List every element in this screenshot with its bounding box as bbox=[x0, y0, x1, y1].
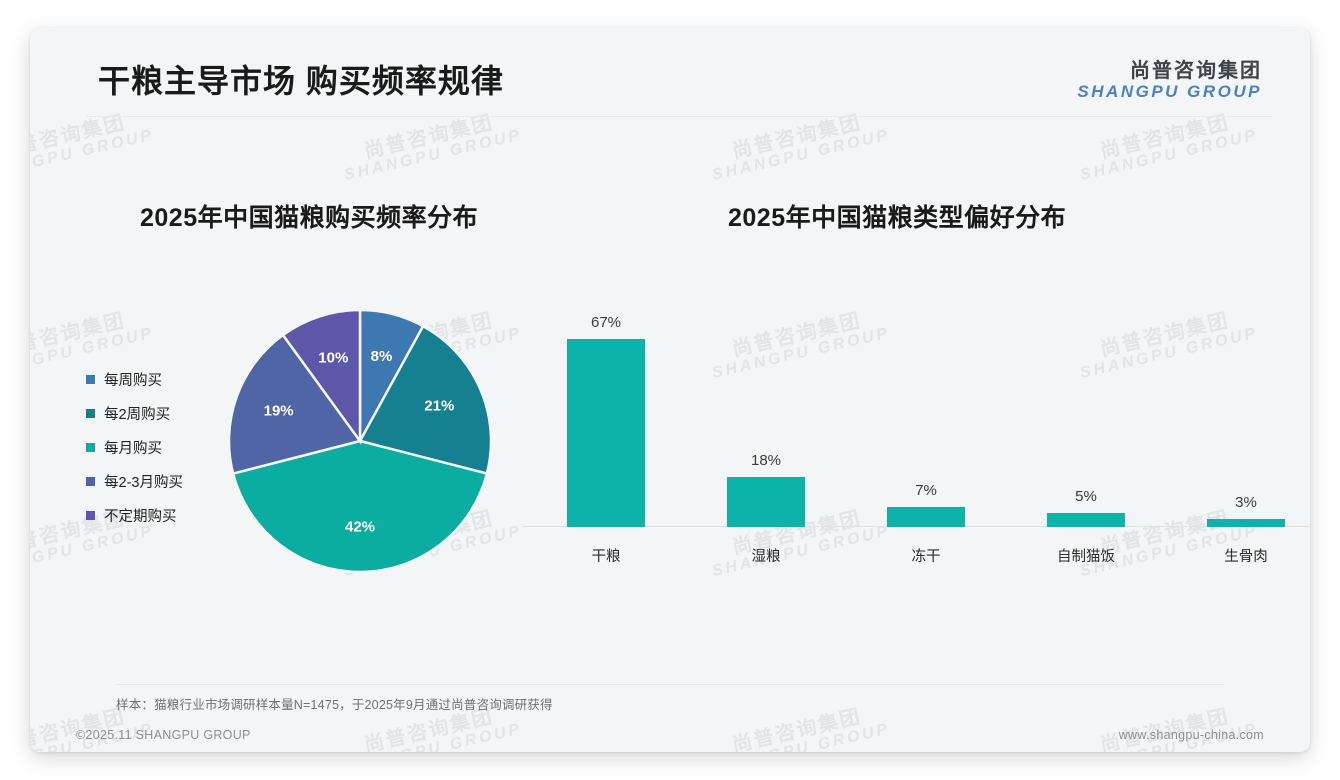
legend-item[interactable]: 每月购买 bbox=[86, 430, 183, 464]
legend-item[interactable]: 不定期购买 bbox=[86, 498, 183, 532]
footnote-divider bbox=[116, 684, 1224, 685]
title-divider bbox=[86, 116, 1272, 117]
legend-swatch-icon bbox=[86, 476, 95, 486]
page-title: 干粮主导市场 购买频率规律 bbox=[98, 63, 504, 99]
pie-slice-label: 10% bbox=[318, 350, 348, 367]
pie-slice[interactable] bbox=[358, 324, 493, 476]
bar-category-label: 生骨肉 bbox=[1224, 549, 1268, 565]
bar-value-label: 3% bbox=[1235, 493, 1257, 511]
pie-slice-label: 42% bbox=[345, 518, 375, 535]
bar-category-label: 湿粮 bbox=[751, 549, 781, 565]
bar-rect[interactable] bbox=[567, 339, 645, 527]
bar-rect[interactable] bbox=[727, 476, 805, 527]
bar-category-label: 冻干 bbox=[911, 549, 941, 565]
footer-copyright: ©2025.11 SHANGPU GROUP bbox=[76, 728, 251, 742]
legend-item-label: 每2周购买 bbox=[104, 406, 171, 423]
slide-canvas: 尚普咨询集团 SHANGPU GROUP 尚普咨询集团 SHANGPU GROUP 尚普… bbox=[30, 28, 1310, 752]
brand-logo-cn: 尚普咨询集团 bbox=[1130, 60, 1262, 82]
bar-rect[interactable] bbox=[887, 507, 965, 527]
slide-footer: ©2025.11 SHANGPU GROUP www.shangpu-china… bbox=[30, 728, 1310, 752]
legend-swatch-icon bbox=[86, 408, 95, 418]
slide-content: 2025年中国猫粮购买频率分布 每周购买每2周购买每月购买每2-3月购买 不定期购… bbox=[30, 126, 1310, 686]
pie-slice[interactable] bbox=[227, 333, 363, 476]
legend-swatch-icon bbox=[86, 442, 95, 452]
bar-value-label: 7% bbox=[915, 482, 937, 500]
brand-logo-en: SHANGPU GROUP bbox=[1077, 82, 1262, 102]
pie-chart-title: 2025年中国猫粮购买频率分布 bbox=[140, 204, 479, 232]
pie-chart-svg: 8% 21% 42% 19% 10% bbox=[227, 308, 493, 574]
legend-item-label: 每月购买 bbox=[104, 440, 162, 457]
legend-swatch-icon bbox=[86, 374, 95, 384]
pie-chart: 8% 21% 42% 19% 10% bbox=[227, 308, 493, 574]
footnote-text: 样本：猫粮行业市场调研样本量N=1475，于2025年9月通过尚普咨询调研获得 bbox=[116, 698, 553, 712]
bar-rect[interactable] bbox=[1047, 513, 1125, 527]
pie-chart-legend: 每周购买每2周购买每月购买每2-3月购买 不定期购买 bbox=[86, 362, 183, 532]
legend-item-label: 每周购买 bbox=[104, 372, 162, 389]
footer-url[interactable]: www.shangpu-china.com bbox=[1118, 728, 1264, 742]
legend-item[interactable]: 每周购买 bbox=[86, 362, 183, 396]
bar-category-label: 干粮 bbox=[591, 549, 621, 565]
bar-value-label: 18% bbox=[750, 451, 782, 469]
legend-swatch-icon bbox=[86, 510, 95, 520]
legend-item[interactable]: 每2-3月购买 bbox=[86, 464, 183, 498]
legend-item-label: 每2-3月购买 bbox=[104, 474, 183, 491]
bar-value-label: 67% bbox=[590, 314, 622, 332]
pie-slice-label: 8% bbox=[371, 348, 393, 365]
brand-logo: 尚普咨询集团 SHANGPU GROUP bbox=[1077, 60, 1262, 101]
pie-slice[interactable] bbox=[231, 439, 489, 574]
bar-value-label: 5% bbox=[1075, 488, 1097, 505]
pie-slice-label: 19% bbox=[264, 403, 294, 420]
bar-category-label: 自制猫饭 bbox=[1057, 549, 1115, 565]
bar-rect[interactable] bbox=[1207, 518, 1285, 527]
legend-item[interactable]: 每2周购买 bbox=[86, 396, 183, 430]
pie-slice[interactable] bbox=[281, 308, 362, 445]
bar-chart: 67% 干粮 18% 湿粮 7% 冻干 5% 自制猫饭 3% 生骨肉 bbox=[522, 296, 1310, 596]
slide-header: 干粮主导市场 购买频率规律 尚普咨询集团 SHANGPU GROUP bbox=[30, 28, 1310, 126]
pie-slice-label: 21% bbox=[424, 398, 454, 415]
legend-item-label: 不定期购买 bbox=[104, 508, 177, 525]
bar-chart-title: 2025年中国猫粮类型偏好分布 bbox=[728, 204, 1067, 232]
